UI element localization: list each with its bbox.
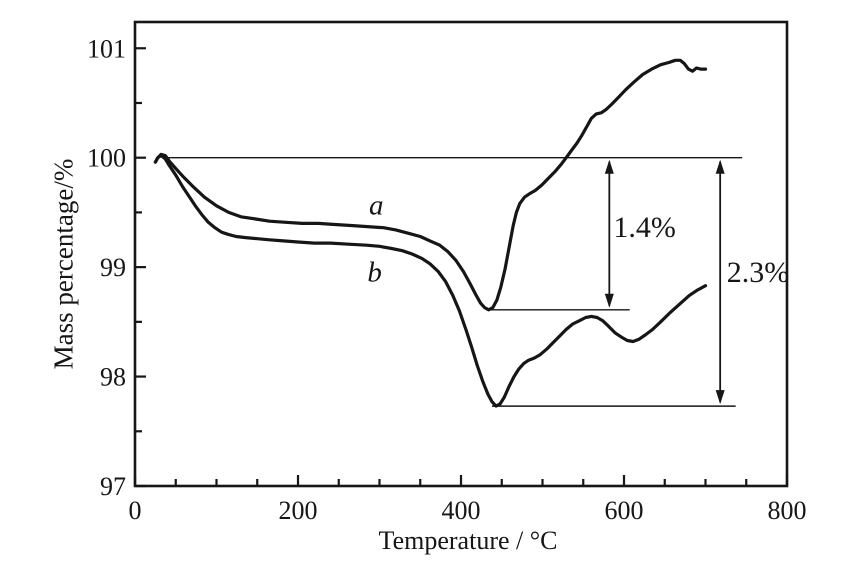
x-axis-title: Temperature / °C <box>378 526 558 555</box>
plot-frame <box>133 20 789 488</box>
x-tick-label: 200 <box>279 496 318 525</box>
x-tick-label: 600 <box>605 496 644 525</box>
arrow-head-up-mass-loss-a <box>604 159 614 174</box>
x-tick-label: 400 <box>442 496 481 525</box>
y-tick-label: 99 <box>100 253 126 282</box>
x-tick-label: 0 <box>129 496 142 525</box>
y-tick-label: 100 <box>87 144 126 173</box>
y-tick-label: 101 <box>87 34 126 63</box>
y-axis-title: Mass percentage/% <box>48 158 79 370</box>
arrow-head-up-mass-loss-b <box>715 159 725 174</box>
y-tick-label: 98 <box>100 363 126 392</box>
arrow-head-down-mass-loss-b <box>715 390 725 405</box>
arrow-head-down-mass-loss-a <box>604 293 614 308</box>
curve-b <box>153 153 708 408</box>
mass-loss-annotation-a: 1.4% <box>613 210 676 244</box>
mass-loss-annotation-b: 2.3% <box>726 255 790 289</box>
x-tick-label: 800 <box>768 496 807 525</box>
curve-label-b: b <box>367 256 382 289</box>
curve-label-a: a <box>368 189 384 222</box>
curve-a <box>153 58 708 312</box>
y-tick-label: 97 <box>100 472 126 501</box>
